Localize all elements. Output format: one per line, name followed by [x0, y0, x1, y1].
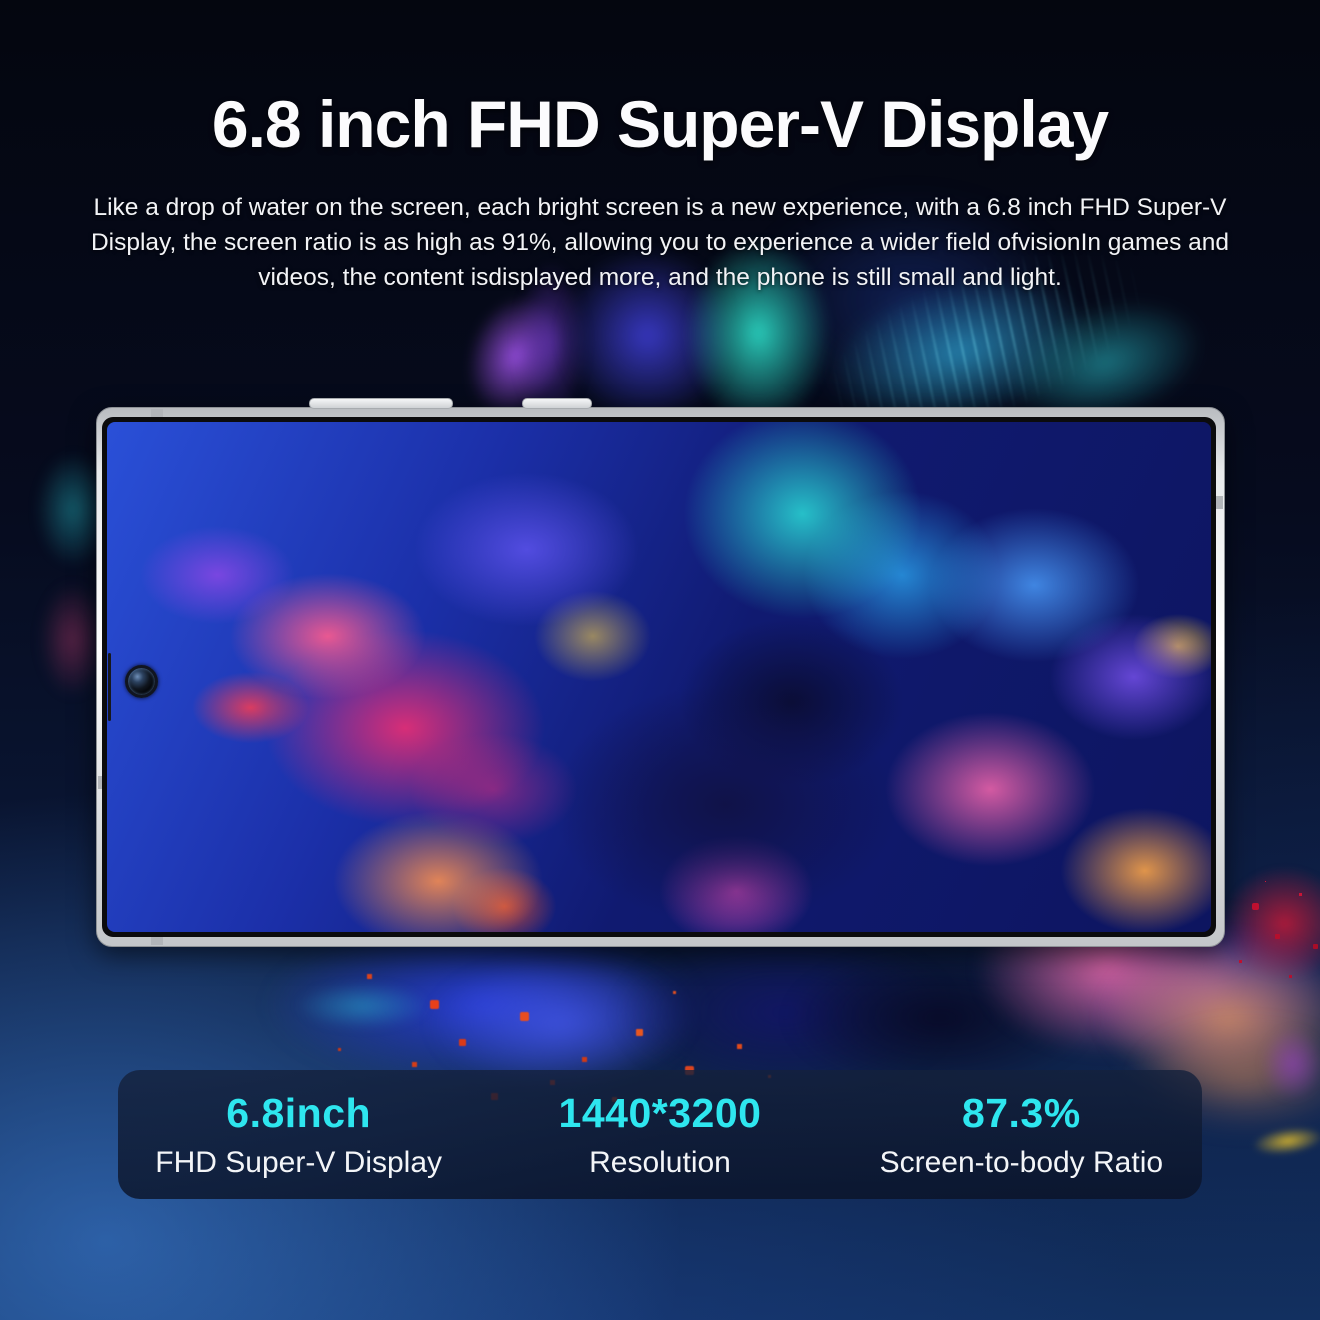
- powder-wisp-teal: [295, 982, 430, 1030]
- paint-specks-left: [430, 1000, 439, 1009]
- spec-summary-bar: 6.8inch FHD Super-V Display 1440*3200 Re…: [118, 1070, 1202, 1199]
- spec-label: Resolution: [589, 1145, 731, 1179]
- page-title: 6.8 inch FHD Super-V Display: [211, 87, 1109, 161]
- powder-cloud-dark: [785, 945, 1095, 1090]
- power-button: [522, 398, 592, 409]
- earpiece-speaker: [108, 653, 111, 721]
- antenna-line: [151, 936, 163, 945]
- phone-bezel: [102, 417, 1216, 937]
- spec-item-size: 6.8inch FHD Super-V Display: [118, 1090, 479, 1180]
- spec-label: FHD Super-V Display: [155, 1145, 443, 1179]
- spec-item-resolution: 1440*3200 Resolution: [479, 1090, 840, 1180]
- antenna-line: [1216, 496, 1223, 509]
- spec-value: 87.3%: [961, 1089, 1081, 1136]
- powder-bits-purple: [1262, 1028, 1320, 1100]
- powder-dash-yellow: [1250, 1123, 1320, 1159]
- spec-item-ratio: 87.3% Screen-to-body Ratio: [841, 1090, 1202, 1180]
- spec-value: 6.8inch: [226, 1089, 372, 1136]
- phone-screen-wallpaper: [107, 422, 1211, 932]
- paint-specks-right: [1252, 903, 1259, 910]
- powder-cluster-crimson: [1222, 866, 1320, 981]
- page-description: Like a drop of water on the screen, each…: [90, 194, 1230, 291]
- spec-label: Screen-to-body Ratio: [879, 1145, 1164, 1179]
- spec-value: 1440*3200: [558, 1089, 762, 1136]
- front-camera-icon: [125, 665, 158, 698]
- antenna-line: [98, 776, 105, 789]
- antenna-line: [151, 409, 163, 418]
- volume-button: [309, 398, 453, 409]
- phone-frame: [96, 398, 1225, 947]
